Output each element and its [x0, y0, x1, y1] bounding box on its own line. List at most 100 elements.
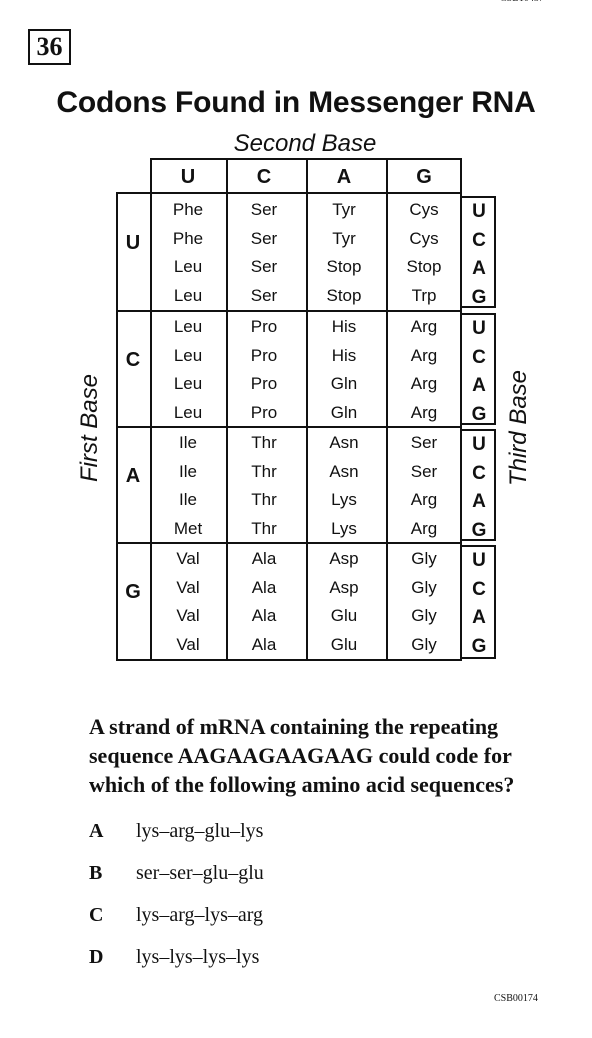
third-base-letter: A — [472, 258, 486, 279]
option-letter: A — [89, 820, 104, 842]
amino-acid-cell: Ser — [250, 257, 278, 276]
amino-acid-cell: Gln — [330, 374, 358, 393]
amino-acid-cell: Cys — [409, 200, 439, 219]
amino-acid-cell: Ser — [410, 433, 438, 452]
amino-acid-cell: Thr — [251, 490, 277, 509]
option-letter: D — [89, 946, 104, 968]
question-text: A strand of mRNA containing the repeatin… — [89, 714, 515, 797]
amino-acid-cell: Val — [176, 577, 200, 597]
third-base-border — [494, 196, 496, 308]
item-code-bottom: CSB00174 — [494, 993, 538, 1004]
amino-acid-cell: His — [331, 345, 357, 365]
third-base-label: Third Base — [505, 369, 532, 487]
amino-acid-cell: Lys — [331, 518, 357, 538]
amino-acid-cell: Cys — [409, 228, 439, 248]
amino-acid-cell: Gly — [411, 634, 437, 654]
third-base-border — [460, 313, 496, 315]
third-base-letter: U — [472, 550, 486, 571]
amino-acid-cell: Stop — [406, 257, 442, 276]
third-base-border — [460, 539, 496, 541]
amino-acid-cell: Asp — [329, 577, 359, 597]
third-base-border — [460, 306, 496, 308]
third-base-border — [460, 196, 496, 198]
option-text: lys–arg–lys–arg — [136, 904, 264, 926]
amino-acid-cell: Arg — [410, 518, 438, 538]
amino-acid-cell: Ala — [251, 606, 277, 625]
table-title: Codons Found in Messenger RNA — [56, 86, 536, 119]
amino-acid-cell: Ala — [251, 577, 277, 597]
option-letter: B — [89, 862, 103, 884]
amino-acid-cell: Gly — [411, 606, 437, 625]
amino-acid-cell: Thr — [251, 518, 277, 538]
table-border — [116, 659, 462, 661]
column-divider — [150, 158, 152, 194]
third-base-border — [460, 657, 496, 659]
amino-acid-cell: Stop — [326, 257, 362, 276]
amino-acid-cell: Thr — [251, 461, 277, 481]
amino-acid-cell: Trp — [411, 285, 437, 305]
amino-acid-cell: Gly — [411, 549, 437, 568]
column-header: A — [336, 166, 352, 188]
amino-acid-cell: Ala — [251, 549, 277, 568]
amino-acid-cell: Ile — [179, 433, 197, 452]
option-text: lys–lys–lys–lys — [136, 946, 260, 968]
third-base-letter: G — [471, 403, 487, 425]
amino-acid-cell: Ser — [250, 228, 278, 248]
amino-acid-cell: Thr — [251, 433, 277, 452]
first-base-letter: C — [125, 349, 141, 371]
third-base-letter: A — [472, 491, 486, 512]
amino-acid-cell: Pro — [250, 402, 278, 422]
item-code-top: CSB10457 — [500, 0, 544, 4]
third-base-letter: G — [471, 635, 487, 657]
amino-acid-cell: Arg — [410, 345, 438, 365]
amino-acid-cell: Phe — [172, 228, 204, 248]
third-base-border — [494, 313, 496, 425]
column-header: C — [256, 166, 272, 188]
amino-acid-cell: Ile — [179, 490, 197, 509]
amino-acid-cell: Pro — [250, 317, 278, 336]
amino-acid-cell: Leu — [173, 257, 203, 276]
question-number-box: 36 — [28, 29, 71, 65]
row-divider — [116, 542, 462, 544]
amino-acid-cell: Leu — [173, 345, 203, 365]
first-base-letter: G — [125, 581, 141, 603]
amino-acid-cell: Arg — [410, 402, 438, 422]
amino-acid-cell: Pro — [250, 374, 278, 393]
third-base-letter: A — [472, 607, 486, 628]
third-base-letter: G — [471, 286, 487, 308]
first-base-letter: U — [125, 232, 141, 254]
amino-acid-cell: Glu — [330, 634, 358, 654]
second-base-label: Second Base — [233, 130, 377, 157]
amino-acid-cell: Val — [176, 634, 200, 654]
amino-acid-cell: Ser — [250, 285, 278, 305]
third-base-letter: U — [472, 318, 486, 339]
amino-acid-cell: Leu — [173, 402, 203, 422]
option-text: lys–arg–glu–lys — [136, 820, 264, 842]
amino-acid-cell: Ala — [251, 634, 277, 654]
amino-acid-cell: Leu — [173, 317, 203, 336]
third-base-border — [494, 429, 496, 541]
column-divider — [306, 158, 308, 194]
option-letter: C — [89, 904, 104, 926]
third-base-letter: U — [472, 434, 486, 455]
amino-acid-cell: Asn — [329, 461, 359, 481]
amino-acid-cell: Ser — [250, 200, 278, 219]
column-divider — [386, 158, 388, 194]
amino-acid-cell: Asn — [329, 433, 359, 452]
amino-acid-cell: Lys — [331, 490, 357, 509]
third-base-border — [494, 545, 496, 659]
amino-acid-cell: Val — [176, 606, 200, 625]
amino-acid-cell: Gly — [411, 577, 437, 597]
third-base-border — [460, 423, 496, 425]
amino-acid-cell: Glu — [330, 606, 358, 625]
amino-acid-cell: Ile — [179, 461, 197, 481]
column-header: G — [416, 166, 432, 188]
row-divider — [116, 310, 462, 312]
amino-acid-cell: Tyr — [332, 228, 356, 248]
amino-acid-cell: Ser — [410, 461, 438, 481]
amino-acid-cell: Arg — [410, 490, 438, 509]
